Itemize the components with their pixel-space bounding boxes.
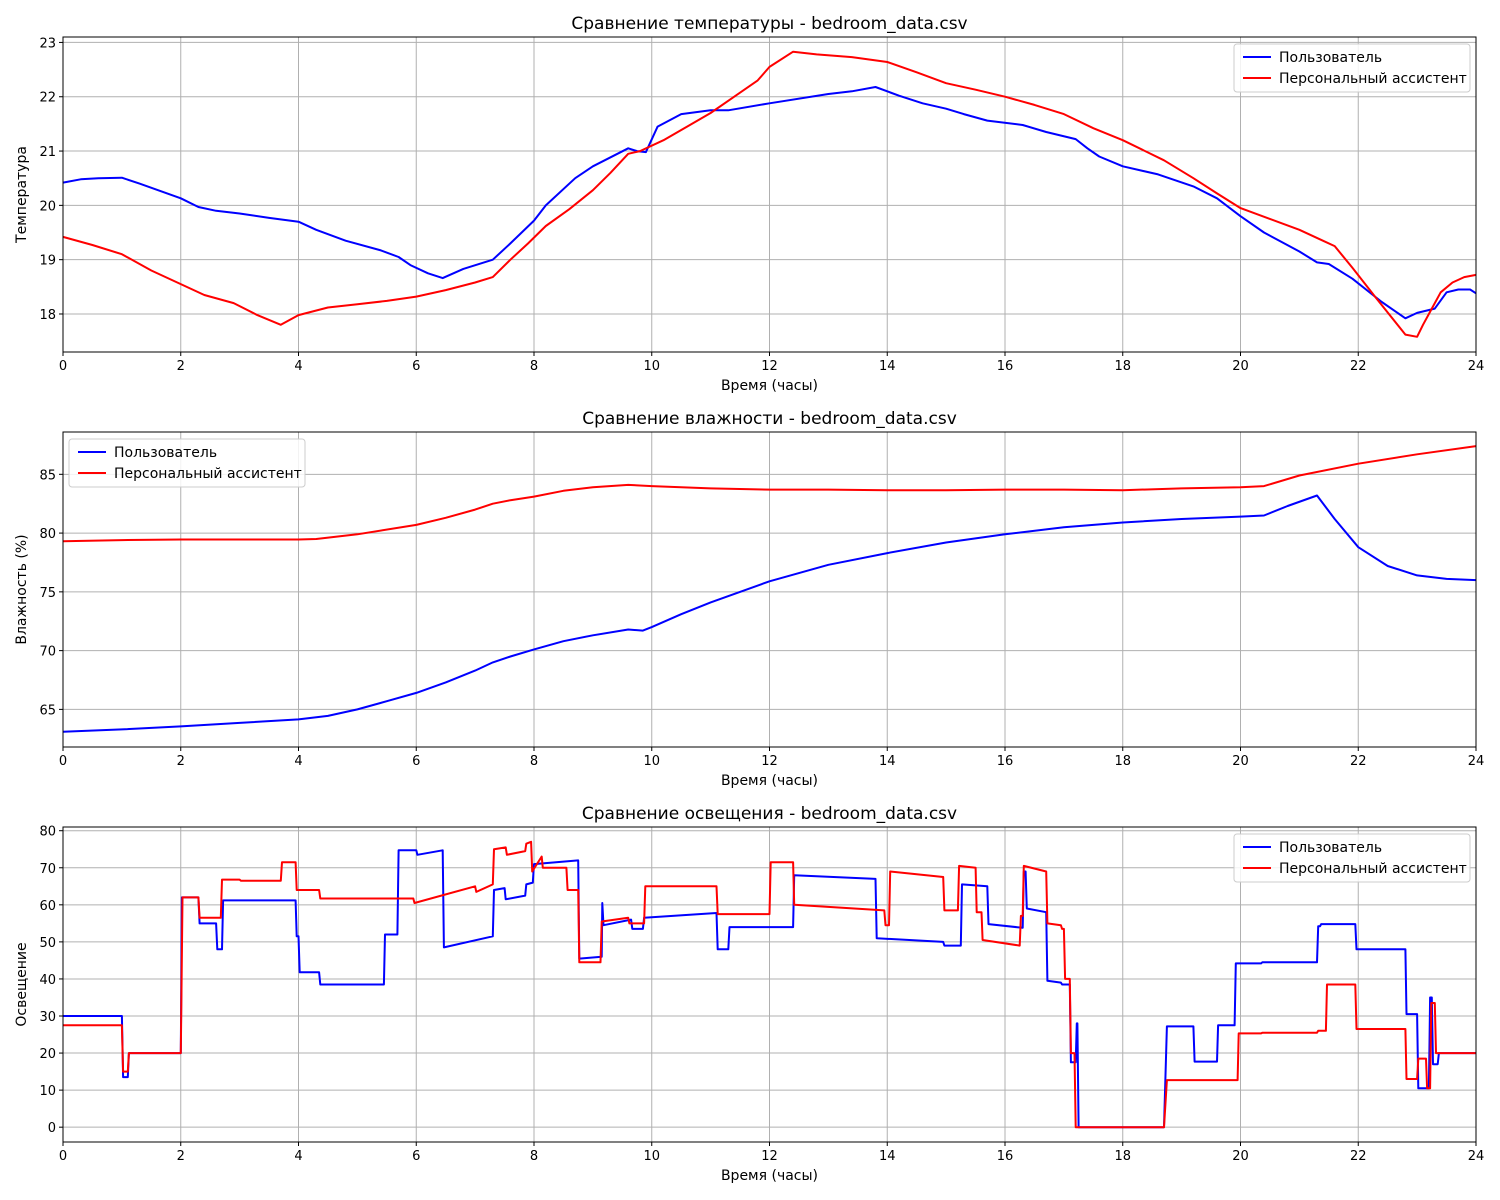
- chart-2: Сравнение влажности - bedroom_data.csv 0 2…: [14, 409, 1484, 789]
- chart-3: Сравнение освещения - bedroom_data.csv 0 2…: [14, 804, 1484, 1184]
- legend-label: Персональный ассистент: [114, 466, 302, 482]
- y-tick-label: 80: [39, 825, 56, 840]
- x-axis-label: Время (часы): [721, 773, 818, 789]
- legend-box: [1233, 833, 1471, 883]
- chart-title: Сравнение освещения - bedroom_data.csv: [582, 804, 957, 824]
- series-line-assistant: [62, 445, 1477, 543]
- legend-label: Пользователь: [1279, 50, 1382, 66]
- x-axis-label: Время (часы): [721, 1168, 818, 1184]
- x-tick-label: 10: [643, 1149, 660, 1164]
- y-tick-label: 65: [39, 703, 56, 718]
- x-tick-label: 22: [1350, 754, 1367, 769]
- y-tick-label: 40: [39, 973, 56, 988]
- x-tick-label: 0: [59, 754, 67, 769]
- x-tick-label: 4: [294, 1149, 302, 1164]
- x-tick-label: 20: [1232, 359, 1249, 374]
- x-tick-label: 22: [1350, 1149, 1367, 1164]
- series-line-assistant: [62, 50, 1477, 338]
- y-tick-label: 22: [39, 91, 56, 106]
- series-line-user: [62, 494, 1477, 733]
- x-tick-label: 8: [530, 359, 538, 374]
- x-tick-label: 0: [59, 1149, 67, 1164]
- y-tick-label: 23: [39, 36, 56, 51]
- legend-box: [68, 438, 306, 488]
- y-tick-label: 70: [39, 645, 56, 660]
- x-tick-label: 24: [1468, 754, 1485, 769]
- chart-title: Сравнение температуры - bedroom_data.csv: [571, 14, 967, 34]
- y-axis-label: Температура: [14, 146, 30, 244]
- x-tick-label: 22: [1350, 359, 1367, 374]
- y-tick-label: 50: [39, 936, 56, 951]
- x-tick-label: 6: [412, 754, 420, 769]
- legend: Пользователь Персональный ассистент: [1233, 833, 1471, 883]
- x-tick-label: 20: [1232, 1149, 1249, 1164]
- x-tick-label: 10: [643, 359, 660, 374]
- x-tick-label: 4: [294, 754, 302, 769]
- x-tick-label: 0: [59, 359, 67, 374]
- x-tick-label: 4: [294, 359, 302, 374]
- chart-title: Сравнение влажности - bedroom_data.csv: [582, 409, 957, 429]
- x-tick-label: 24: [1468, 359, 1485, 374]
- x-axis-label: Время (часы): [721, 378, 818, 394]
- y-axis-label: Влажность (%): [14, 534, 30, 644]
- series-line-user: [62, 86, 1477, 320]
- legend-box: [1233, 43, 1471, 93]
- y-tick-label: 70: [39, 862, 56, 877]
- x-tick-label: 16: [997, 1149, 1014, 1164]
- x-tick-label: 12: [761, 359, 778, 374]
- y-tick-label: 30: [39, 1010, 56, 1025]
- y-tick-label: 20: [39, 199, 56, 214]
- y-tick-label: 60: [39, 899, 56, 914]
- y-tick-label: 18: [39, 308, 56, 323]
- x-tick-label: 14: [879, 754, 896, 769]
- y-tick-label: 80: [39, 527, 56, 542]
- y-tick-label: 85: [39, 468, 56, 483]
- x-tick-label: 14: [879, 1149, 896, 1164]
- legend-label: Пользователь: [1279, 840, 1382, 856]
- legend: Пользователь Персональный ассистент: [68, 438, 306, 488]
- series-line-assistant: [63, 840, 1476, 1129]
- x-tick-label: 12: [761, 754, 778, 769]
- x-tick-label: 2: [177, 1149, 185, 1164]
- x-tick-label: 14: [879, 359, 896, 374]
- legend-label: Персональный ассистент: [1279, 71, 1467, 87]
- x-tick-label: 24: [1468, 1149, 1485, 1164]
- x-tick-label: 8: [530, 754, 538, 769]
- x-tick-label: 18: [1114, 359, 1131, 374]
- x-tick-label: 6: [412, 359, 420, 374]
- legend-label: Пользователь: [114, 445, 217, 461]
- y-axis-label: Освещение: [14, 942, 30, 1026]
- x-tick-label: 2: [177, 754, 185, 769]
- x-tick-label: 18: [1114, 754, 1131, 769]
- x-tick-label: 8: [530, 1149, 538, 1164]
- y-tick-label: 75: [39, 586, 56, 601]
- y-tick-label: 10: [39, 1084, 56, 1099]
- x-tick-label: 18: [1114, 1149, 1131, 1164]
- x-tick-label: 16: [997, 754, 1014, 769]
- chart-1: Сравнение температуры - bedroom_data.csv…: [14, 14, 1484, 394]
- y-tick-label: 0: [48, 1121, 56, 1136]
- legend-label: Персональный ассистент: [1279, 861, 1467, 877]
- x-tick-label: 16: [997, 359, 1014, 374]
- y-tick-label: 21: [39, 145, 56, 160]
- x-tick-label: 12: [761, 1149, 778, 1164]
- x-tick-label: 20: [1232, 754, 1249, 769]
- x-tick-label: 6: [412, 1149, 420, 1164]
- legend: Пользователь Персональный ассистент: [1233, 43, 1471, 93]
- plot-frame: [62, 826, 1477, 1143]
- y-tick-label: 20: [39, 1047, 56, 1062]
- plot-frame: [62, 431, 1477, 748]
- x-tick-label: 2: [177, 359, 185, 374]
- x-tick-label: 10: [643, 754, 660, 769]
- y-tick-label: 19: [39, 254, 56, 269]
- plot-frame: [62, 36, 1477, 353]
